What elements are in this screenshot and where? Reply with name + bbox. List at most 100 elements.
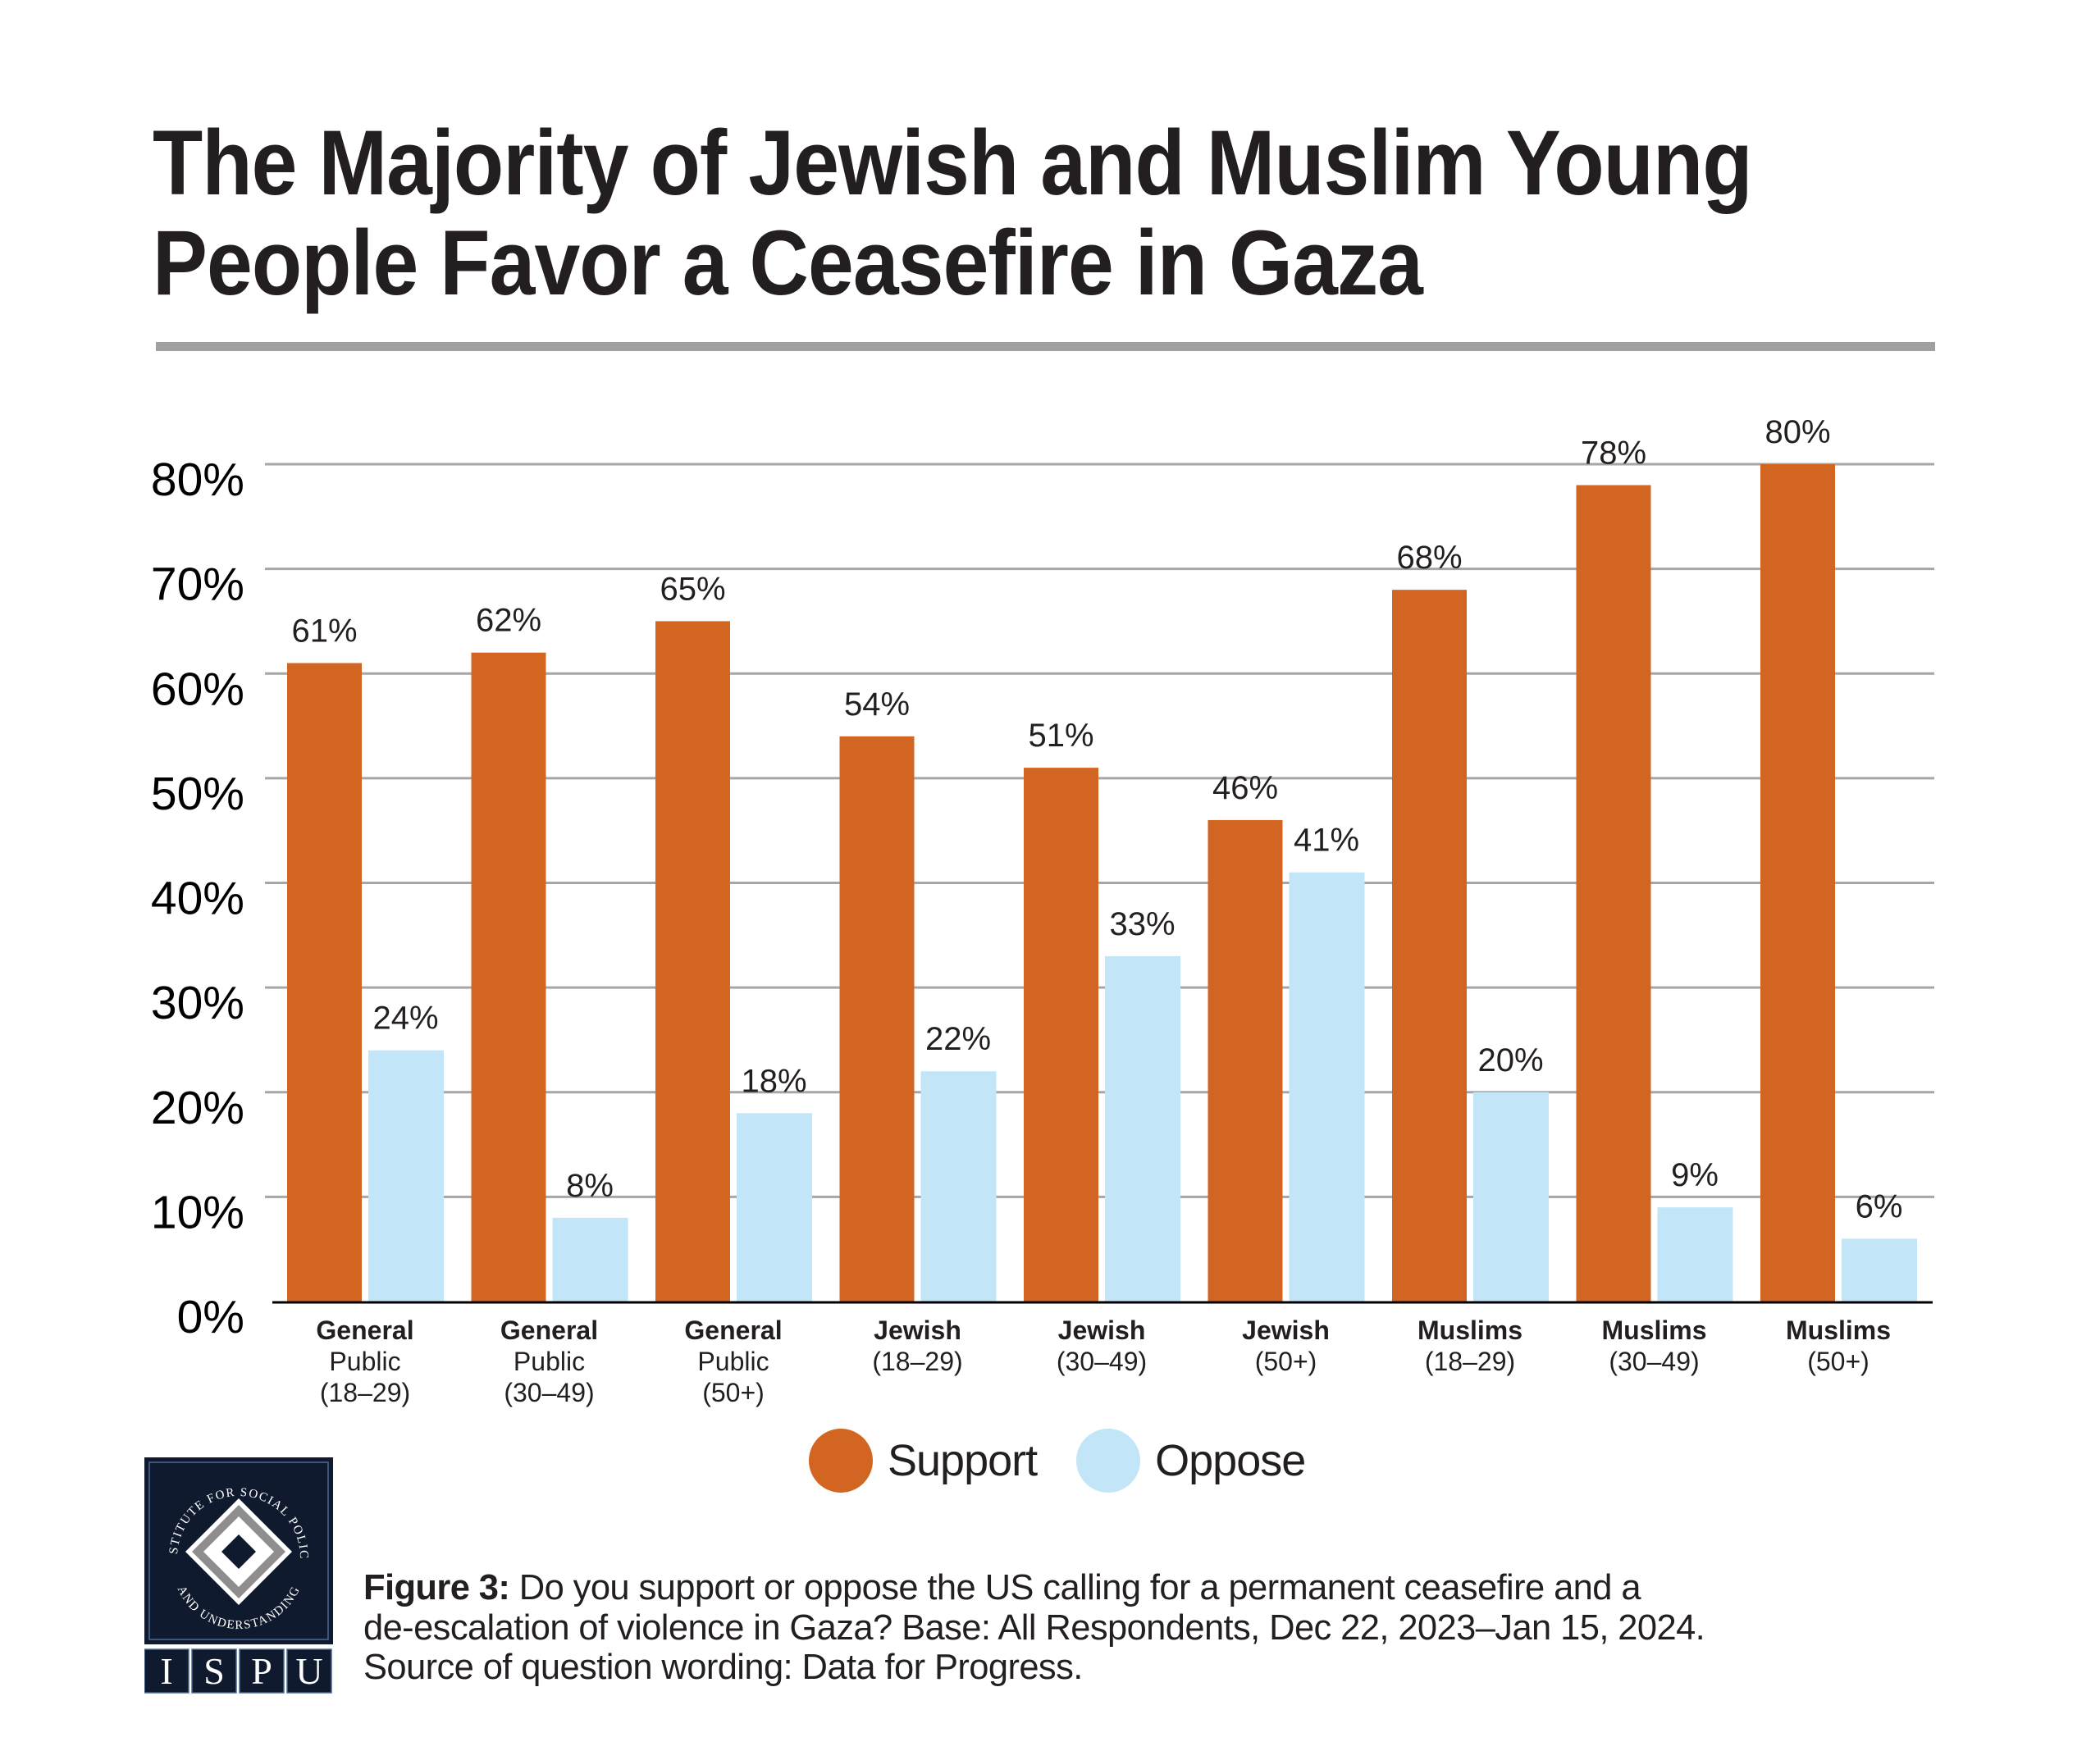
value-label-oppose: 9% — [1671, 1157, 1719, 1193]
bar-support — [1024, 768, 1098, 1302]
bar-chart: 0% 10% 20% 30% 40% 50% 60% 70% 80% 61% 24% 62% 8% 65… — [151, 414, 1934, 1407]
value-label-oppose: 6% — [1856, 1188, 1903, 1224]
value-label-support: 46% — [1212, 770, 1278, 806]
bar-support — [287, 663, 362, 1302]
x-axis-labels: General Public (18–29)General Public (30–49)… — [316, 1315, 1891, 1407]
legend-item-support: Support — [809, 1429, 1038, 1493]
legend-label-support: Support — [888, 1436, 1038, 1485]
bar-oppose — [552, 1217, 628, 1302]
x-category-label-line: General — [500, 1315, 598, 1345]
x-category-label: General Public (30–49) — [500, 1315, 598, 1407]
x-category-label-line: Muslims — [1601, 1315, 1706, 1345]
y-tick-label: 80% — [151, 454, 244, 506]
figure-label: Figure 3: — [363, 1568, 510, 1607]
value-label-support: 65% — [660, 571, 725, 607]
x-category-label-line: (18–29) — [1425, 1347, 1515, 1376]
value-label-oppose: 18% — [741, 1063, 806, 1099]
x-category-label-line: (30–49) — [1609, 1347, 1699, 1376]
value-label-support: 61% — [291, 613, 357, 649]
y-tick-label: 20% — [151, 1082, 244, 1134]
y-tick-label: 70% — [151, 559, 244, 611]
bar-support — [839, 736, 915, 1302]
y-tick-label: 40% — [151, 873, 244, 925]
x-category-label-line: Muslims — [1418, 1315, 1522, 1345]
caption-line-3: Source of question wording: Data for Pro… — [363, 1648, 1083, 1687]
logo-diamond-icon — [185, 1498, 292, 1605]
x-category-label-line: (18–29) — [320, 1378, 410, 1407]
bar-support — [471, 652, 546, 1302]
x-category-label-line: (50+) — [1255, 1347, 1317, 1376]
y-tick-label: 0% — [177, 1291, 244, 1343]
caption-line-1: Figure 3: Do you support or oppose the U… — [363, 1568, 1971, 1608]
bar-support — [1392, 590, 1467, 1302]
chart-title-line-1: The Majority of Jewish and Muslim Young — [153, 112, 1753, 214]
y-tick-label: 60% — [151, 663, 244, 715]
value-label-support: 51% — [1028, 718, 1093, 754]
value-label-oppose: 33% — [1109, 906, 1175, 942]
x-category-label: Muslims (18–29) — [1418, 1315, 1522, 1376]
x-category-label-line: Public — [514, 1347, 585, 1376]
value-label-support: 54% — [844, 686, 910, 723]
chart-title: The Majority of Jewish and Muslim Young … — [153, 113, 1915, 313]
x-category-label: General Public (50+) — [684, 1315, 782, 1407]
x-category-label-line: (18–29) — [872, 1347, 962, 1376]
logo-letter: S — [203, 1650, 225, 1692]
x-category-label-line: General — [316, 1315, 413, 1345]
logo-inner-border — [148, 1461, 329, 1640]
legend-swatch-support — [809, 1429, 873, 1493]
value-label-oppose: 8% — [566, 1168, 614, 1204]
x-category-label-line: Public — [329, 1347, 400, 1376]
x-category-label-line: Jewish — [1058, 1315, 1146, 1345]
bar-oppose — [1657, 1207, 1733, 1302]
y-tick-label: 10% — [151, 1186, 244, 1238]
x-category-label: Jewish (18–29) — [872, 1315, 962, 1376]
x-category-label: Jewish (30–49) — [1057, 1315, 1147, 1376]
bar-support — [1760, 464, 1835, 1302]
bar-oppose — [1105, 955, 1180, 1302]
x-category-label-line: Jewish — [1242, 1315, 1330, 1345]
y-axis-labels: 0% 10% 20% 30% 40% 50% 60% 70% 80% — [151, 454, 244, 1343]
legend-item-oppose: Oppose — [1076, 1429, 1306, 1493]
logo-letter: I — [160, 1650, 172, 1692]
bar-oppose — [737, 1113, 812, 1302]
legend: Support Oppose — [809, 1429, 1344, 1493]
bars — [287, 464, 1917, 1302]
x-category-label-line: General — [684, 1315, 782, 1345]
logo-letter-box — [144, 1648, 189, 1694]
x-category-label-line: (30–49) — [1057, 1347, 1147, 1376]
value-label-oppose: 22% — [925, 1021, 991, 1057]
value-labels: 61% 24% 62% 8% 65% 18% 54% 22% 51% 33% 46% 41% 68% 20… — [291, 414, 1902, 1224]
x-category-label-line: (50+) — [702, 1378, 765, 1407]
title-divider — [156, 342, 1935, 351]
bar-oppose — [1842, 1238, 1917, 1302]
x-category-label-line: Public — [697, 1347, 769, 1376]
value-label-support: 78% — [1581, 435, 1646, 472]
bar-support — [1208, 819, 1283, 1302]
bar-support — [655, 621, 730, 1302]
legend-swatch-oppose — [1076, 1429, 1141, 1493]
caption-line-2: de-escalation of violence in Gaza? Base:… — [363, 1607, 1705, 1648]
value-label-support: 80% — [1764, 414, 1830, 450]
x-category-label: Muslims (50+) — [1786, 1315, 1891, 1376]
bar-oppose — [368, 1050, 444, 1302]
value-label-oppose: 20% — [1477, 1042, 1543, 1078]
bar-oppose — [1289, 872, 1365, 1302]
caption-line-1-text: Do you support or oppose the US calling … — [509, 1568, 1641, 1607]
y-tick-label: 50% — [151, 768, 244, 820]
logo-letter-box — [239, 1648, 285, 1694]
logo-letter: U — [295, 1650, 322, 1692]
x-category-label: Jewish (50+) — [1242, 1315, 1330, 1376]
bar-support — [1576, 485, 1651, 1302]
logo-letter: P — [251, 1650, 272, 1692]
figure-caption: Figure 3: Do you support or oppose the U… — [363, 1568, 1971, 1688]
x-category-label-line: (50+) — [1807, 1347, 1869, 1376]
x-category-label-line: Jewish — [874, 1315, 961, 1345]
legend-label-oppose: Oppose — [1155, 1436, 1306, 1485]
value-label-support: 62% — [476, 603, 541, 639]
x-category-label-line: Muslims — [1786, 1315, 1891, 1345]
x-category-label: General Public (18–29) — [316, 1315, 413, 1407]
y-tick-label: 30% — [151, 977, 244, 1029]
value-label-oppose: 41% — [1294, 823, 1359, 859]
bar-oppose — [1473, 1092, 1549, 1302]
